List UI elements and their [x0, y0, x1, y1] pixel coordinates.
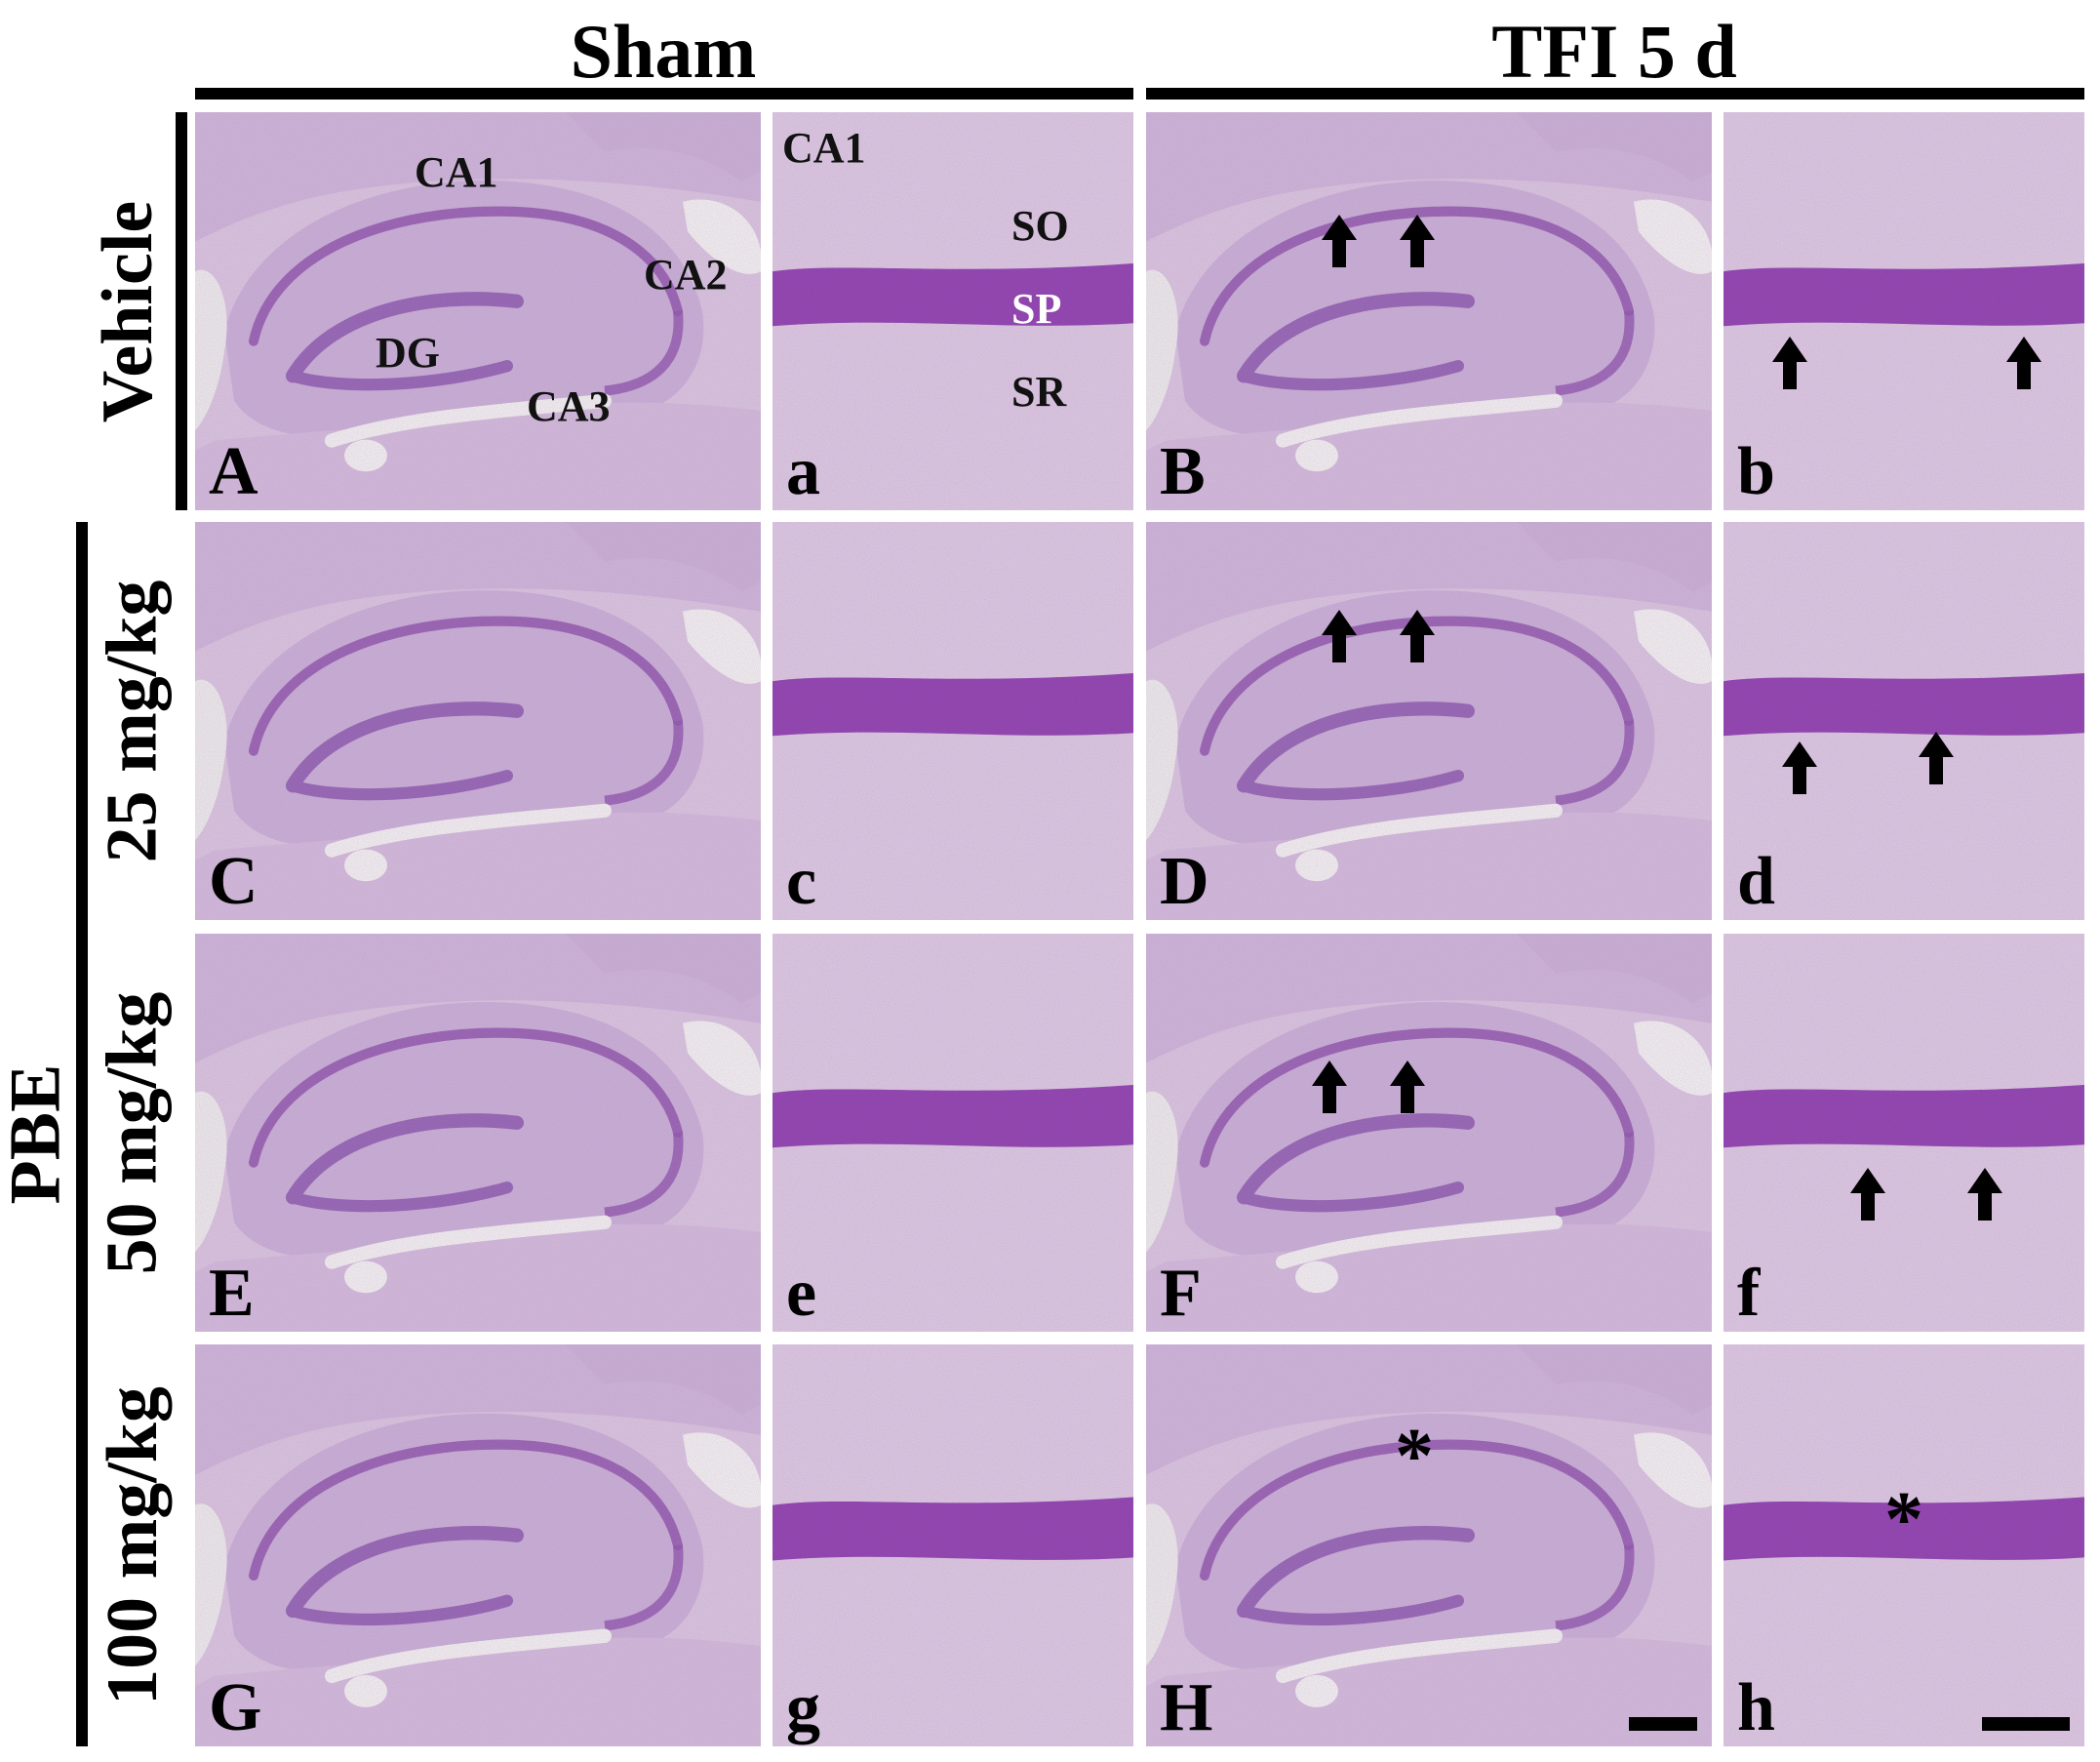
row-bar-vehicle	[176, 112, 187, 510]
panel-letter-C: C	[209, 844, 258, 919]
panel-B: B	[1146, 112, 1712, 510]
arrow-icon	[1919, 732, 1954, 784]
panel-letter-H: H	[1160, 1670, 1213, 1745]
panel-letter-e: e	[786, 1256, 817, 1331]
panel-letter-A: A	[209, 434, 258, 509]
arrow-icon	[1400, 610, 1435, 662]
panel-letter-b: b	[1737, 434, 1775, 509]
label-sr: SR	[1011, 368, 1067, 416]
panel-letter-F: F	[1160, 1256, 1202, 1331]
panel-H: * H	[1146, 1344, 1712, 1746]
arrow-icon	[1967, 1168, 2002, 1221]
panel-g: g	[773, 1344, 1133, 1746]
panel-b: b	[1724, 112, 2084, 510]
label-ca1: CA1	[415, 148, 498, 196]
panel-letter-B: B	[1160, 434, 1206, 509]
label-dg: DG	[376, 329, 440, 377]
panel-d: d	[1724, 522, 2084, 920]
label-so: SO	[1011, 202, 1069, 250]
label-ca2: CA2	[644, 251, 728, 299]
arrow-icon	[1782, 741, 1817, 794]
label-ca1-zoom: CA1	[782, 124, 866, 172]
panel-e: e	[773, 934, 1133, 1332]
column-bar-tfi	[1146, 88, 2084, 100]
panel-f: f	[1724, 934, 2084, 1332]
panel-letter-g: g	[786, 1670, 820, 1745]
asterisk-mark: *	[1884, 1477, 1923, 1563]
arrow-icon	[1322, 215, 1357, 267]
panel-letter-G: G	[209, 1670, 262, 1745]
row-label-50: 50 mg/kg	[92, 991, 173, 1274]
row-bar-pbe	[76, 522, 88, 1746]
asterisk-mark: *	[1395, 1414, 1434, 1500]
arrow-icon	[1772, 337, 1807, 389]
panel-a: CA1 SO SP SR a	[773, 112, 1133, 510]
panel-E: E	[195, 934, 761, 1332]
panel-letter-D: D	[1160, 844, 1209, 919]
arrow-icon	[1400, 215, 1435, 267]
column-bar-sham	[195, 88, 1133, 100]
panel-F: F	[1146, 934, 1712, 1332]
arrow-icon	[1390, 1061, 1425, 1113]
scale-bar	[1982, 1717, 2070, 1731]
label-ca3: CA3	[527, 382, 611, 430]
arrow-icon	[1850, 1168, 1885, 1221]
arrow-icon	[2006, 337, 2041, 389]
panel-c: c	[773, 522, 1133, 920]
panel-letter-f: f	[1737, 1256, 1761, 1331]
scale-bar	[1629, 1717, 1697, 1731]
column-header-sham: Sham	[570, 9, 757, 94]
panel-letter-a: a	[786, 434, 820, 509]
panel-letter-h: h	[1737, 1670, 1775, 1745]
row-label-100: 100 mg/kg	[92, 1385, 173, 1705]
panel-letter-d: d	[1737, 844, 1775, 919]
row-label-25: 25 mg/kg	[92, 580, 173, 862]
column-header-tfi: TFI 5 d	[1491, 9, 1737, 94]
label-sp: SP	[1011, 285, 1062, 333]
panel-letter-E: E	[209, 1256, 255, 1331]
panel-C: C	[195, 522, 761, 920]
panel-A: CA1 CA2 DG CA3 A	[195, 112, 761, 510]
row-label-vehicle: Vehicle	[88, 200, 169, 422]
panel-G: G	[195, 1344, 761, 1746]
row-label-pbe: PBE	[0, 1063, 76, 1205]
arrow-icon	[1312, 1061, 1347, 1113]
panel-letter-c: c	[786, 844, 817, 919]
panel-h: * h	[1724, 1344, 2084, 1746]
arrow-icon	[1322, 610, 1357, 662]
panel-D: D	[1146, 522, 1712, 920]
